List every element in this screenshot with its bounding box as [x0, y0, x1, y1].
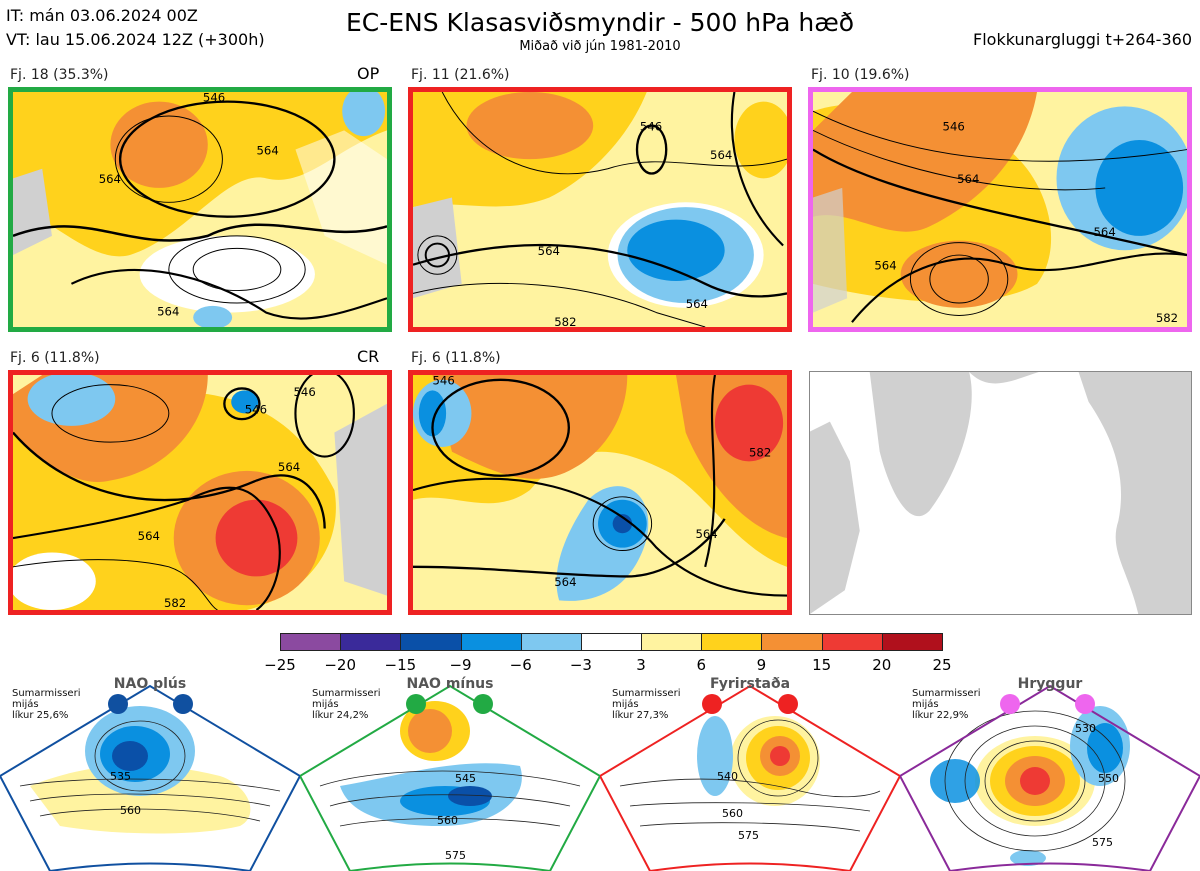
colorbar-segment — [520, 633, 582, 651]
colorbar-segment — [340, 633, 402, 651]
colorbar-segment — [761, 633, 823, 651]
cluster-4-map: 546 546 564 564 582 — [8, 370, 392, 615]
contour-label: 564 — [695, 527, 717, 541]
cluster-1-label: Fj. 18 (35.3%) — [10, 67, 109, 83]
contour-label: 545 — [455, 772, 476, 785]
contour-label: 564 — [538, 244, 560, 258]
colorbar-tick-label: 3 — [636, 656, 646, 674]
contour-label: 560 — [437, 814, 458, 827]
contour-label: 560 — [722, 807, 743, 820]
regime-blocking: 540 560 575 Fyrirstaða Sumarmisseri mijá… — [600, 676, 900, 871]
colorbar-segment — [701, 633, 763, 651]
contour-label: 575 — [738, 829, 759, 842]
initial-time: IT: mán 03.06.2024 00Z — [6, 6, 198, 25]
colorbar-tick-label: −3 — [569, 656, 592, 674]
colorbar-segment — [881, 633, 943, 651]
contour-label: 535 — [110, 770, 131, 783]
cluster-4-label: Fj. 6 (11.8%) — [10, 350, 100, 366]
regime-marker — [1075, 694, 1095, 714]
cluster-1-map: 546 564 564 564 — [8, 87, 392, 332]
contour-label: 564 — [957, 172, 979, 186]
regime-marker — [473, 694, 493, 714]
regime-info: Sumarmisseri mijás líkur 22,9% — [912, 688, 981, 721]
regime-marker — [108, 694, 128, 714]
contour-label: 564 — [278, 460, 300, 474]
contour-label: 560 — [120, 804, 141, 817]
page-subtitle: Miðað við jún 1981-2010 — [519, 39, 681, 54]
page-title: EC-ENS Klasasviðsmyndir - 500 hPa hæð — [345, 8, 855, 37]
cluster-3-map: 546 564 564 564 582 — [808, 87, 1192, 332]
contour-label: 564 — [686, 297, 708, 311]
valid-time: VT: lau 15.06.2024 12Z (+300h) — [6, 30, 265, 49]
contour-label: 546 — [943, 119, 965, 133]
regime-info: Sumarmisseri mijás líkur 24,2% — [312, 688, 381, 721]
cluster-4-tag: CR — [357, 347, 380, 366]
colorbar-tick-label: 15 — [812, 656, 832, 674]
contour-label: 575 — [1092, 836, 1113, 849]
colorbar-segment — [280, 633, 342, 651]
contour-label: 546 — [203, 92, 225, 105]
colorbar-tick-label: 25 — [932, 656, 952, 674]
contour-label: 530 — [1075, 722, 1096, 735]
contour-label: 582 — [749, 446, 771, 460]
regime-name: NAO mínus — [406, 676, 494, 692]
contour-label: 582 — [554, 315, 576, 327]
colorbar-segment — [641, 633, 703, 651]
regime-name: Fyrirstaða — [709, 676, 791, 692]
cluster-3-label: Fj. 10 (19.6%) — [811, 67, 910, 83]
colorbar-segment — [821, 633, 883, 651]
contour-label: 564 — [1094, 225, 1116, 239]
cluster-2-map: 546 564 564 564 582 — [408, 87, 792, 332]
contour-label: 550 — [1098, 772, 1119, 785]
cluster-1-tag: OP — [357, 64, 380, 83]
regime-name: Hryggur — [1017, 676, 1083, 692]
contour-label: 546 — [640, 119, 662, 133]
regime-ridge: 530 550 575 Hryggur Sumarmisseri mijás l… — [900, 676, 1200, 871]
geography-map — [809, 371, 1192, 615]
contour-label: 546 — [294, 385, 316, 399]
regime-info: Sumarmisseri mijás líkur 27,3% — [612, 688, 681, 721]
cluster-5-label: Fj. 6 (11.8%) — [411, 350, 501, 366]
contour-label: 575 — [445, 849, 466, 862]
regime-marker — [702, 694, 722, 714]
contour-label: 582 — [1156, 311, 1178, 325]
contour-label: 564 — [256, 143, 278, 157]
contour-label: 564 — [554, 575, 576, 589]
contour-label: 540 — [717, 770, 738, 783]
colorbar-tick-label: −20 — [324, 656, 356, 674]
colorbar-tick-label: 20 — [872, 656, 892, 674]
contour-label: 564 — [710, 148, 732, 162]
colorbar-segment — [580, 633, 643, 651]
colorbar-tick-label: −9 — [449, 656, 472, 674]
contour-label: 564 — [99, 172, 121, 186]
colorbar-tick-label: 9 — [756, 656, 767, 674]
regime-name: NAO plús — [113, 676, 187, 692]
contour-label: 546 — [245, 402, 267, 416]
contour-label: 564 — [874, 259, 896, 273]
classification-window: Flokkunargluggi t+264-360 — [973, 30, 1192, 49]
regime-marker — [406, 694, 426, 714]
contour-label: 582 — [164, 596, 186, 610]
regime-marker — [1000, 694, 1020, 714]
regime-nao-plus: 535 560 NAO plús Sumarmisseri mijás líku… — [0, 676, 300, 871]
colorbar-segment — [400, 633, 462, 651]
cluster-2-label: Fj. 11 (21.6%) — [411, 67, 510, 83]
colorbar-segment — [460, 633, 522, 651]
contour-label: 564 — [138, 529, 160, 543]
contour-label: 564 — [157, 305, 179, 319]
colorbar — [280, 633, 943, 651]
regime-marker — [173, 694, 193, 714]
cluster-5-map: 546 564 564 582 — [408, 370, 792, 615]
colorbar-tick-label: −6 — [509, 656, 532, 674]
colorbar-tick-label: −25 — [264, 656, 296, 674]
colorbar-tick-label: 6 — [696, 656, 707, 674]
regime-nao-minus: 545 560 575 NAO mínus Sumarmisseri mijás… — [300, 676, 600, 871]
regime-marker — [778, 694, 798, 714]
contour-label: 546 — [432, 375, 454, 388]
colorbar-tick-label: −15 — [384, 656, 417, 674]
regime-info: Sumarmisseri mijás líkur 25,6% — [12, 688, 81, 721]
